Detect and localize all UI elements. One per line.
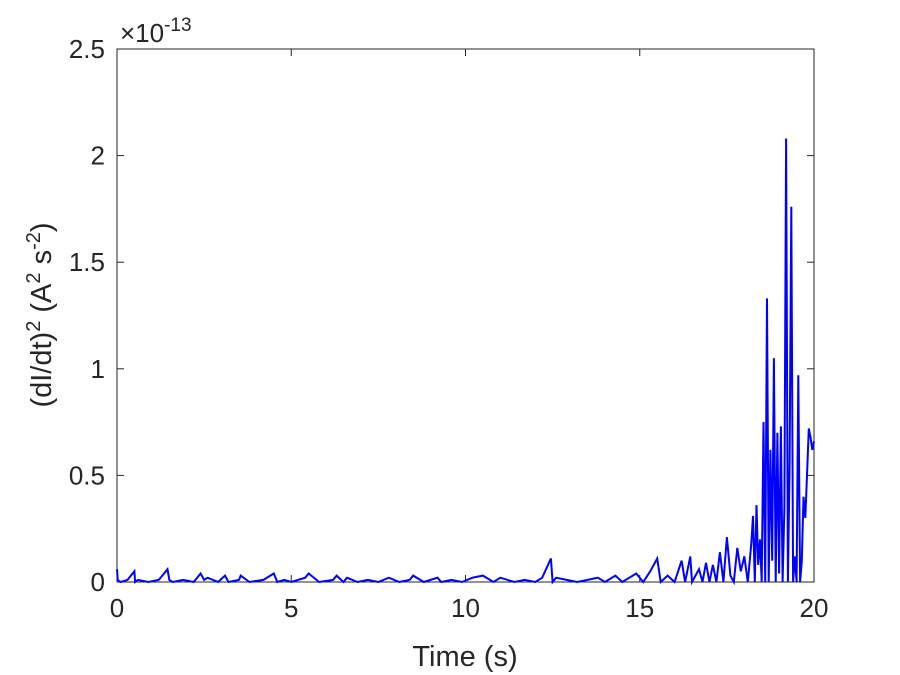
x-tick-label: 0 <box>110 593 124 623</box>
y-tick-label: 2 <box>91 141 105 171</box>
y-tick-label: 2.5 <box>69 34 105 64</box>
tick-label-group: 0 5 10 15 20 0 0.5 1 1.5 2 2.5 <box>69 34 829 623</box>
series-line <box>116 138 815 586</box>
y-exponent-label: ×10-13 <box>120 15 192 48</box>
x-axis-title: Time (s) <box>412 641 517 673</box>
x-tick-label: 5 <box>284 593 298 623</box>
y-tick-label: 1 <box>91 354 105 384</box>
x-tick-label: 15 <box>625 593 654 623</box>
y-axis-title: (dI/dt)2 (A2 s-2) <box>23 222 58 407</box>
plot-area <box>116 48 815 583</box>
x-tick-label: 20 <box>800 593 829 623</box>
y-tick-label: 0 <box>91 567 105 597</box>
y-tick-label: 1.5 <box>69 247 105 277</box>
y-tick-label: 0.5 <box>69 460 105 490</box>
tick-group <box>116 48 815 583</box>
x-tick-label: 10 <box>451 593 480 623</box>
